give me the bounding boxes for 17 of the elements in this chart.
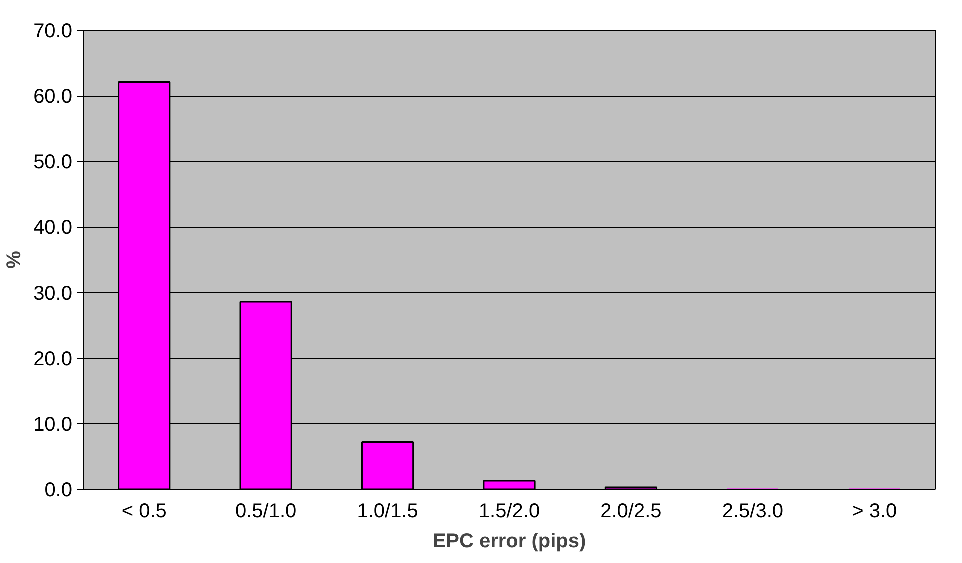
y-tick-label: 10.0	[34, 414, 73, 436]
y-tick-label: 30.0	[34, 282, 73, 305]
y-tick-label: 0.0	[44, 480, 73, 502]
x-tick-label: 2.0/2.5	[600, 500, 662, 522]
x-tick-label: 1.5/2.0	[478, 500, 540, 522]
x-axis-title: EPC error (pips)	[432, 530, 586, 552]
y-tick-label: 40.0	[34, 217, 73, 240]
y-axis-title: %	[4, 250, 26, 269]
y-tick-label: 70.0	[34, 20, 73, 42]
x-tick-label: > 3.0	[852, 500, 898, 522]
x-tick-label: 0.5/1.0	[235, 500, 297, 522]
x-tick-label: 1.0/1.5	[357, 500, 418, 522]
y-tick-label: 50.0	[34, 152, 73, 174]
x-tick-label: < 0.5	[122, 500, 167, 522]
y-tick-label: 60.0	[34, 86, 73, 108]
y-tick-label: 20.0	[34, 348, 73, 370]
x-tick-label: 2.5/3.0	[722, 500, 784, 522]
